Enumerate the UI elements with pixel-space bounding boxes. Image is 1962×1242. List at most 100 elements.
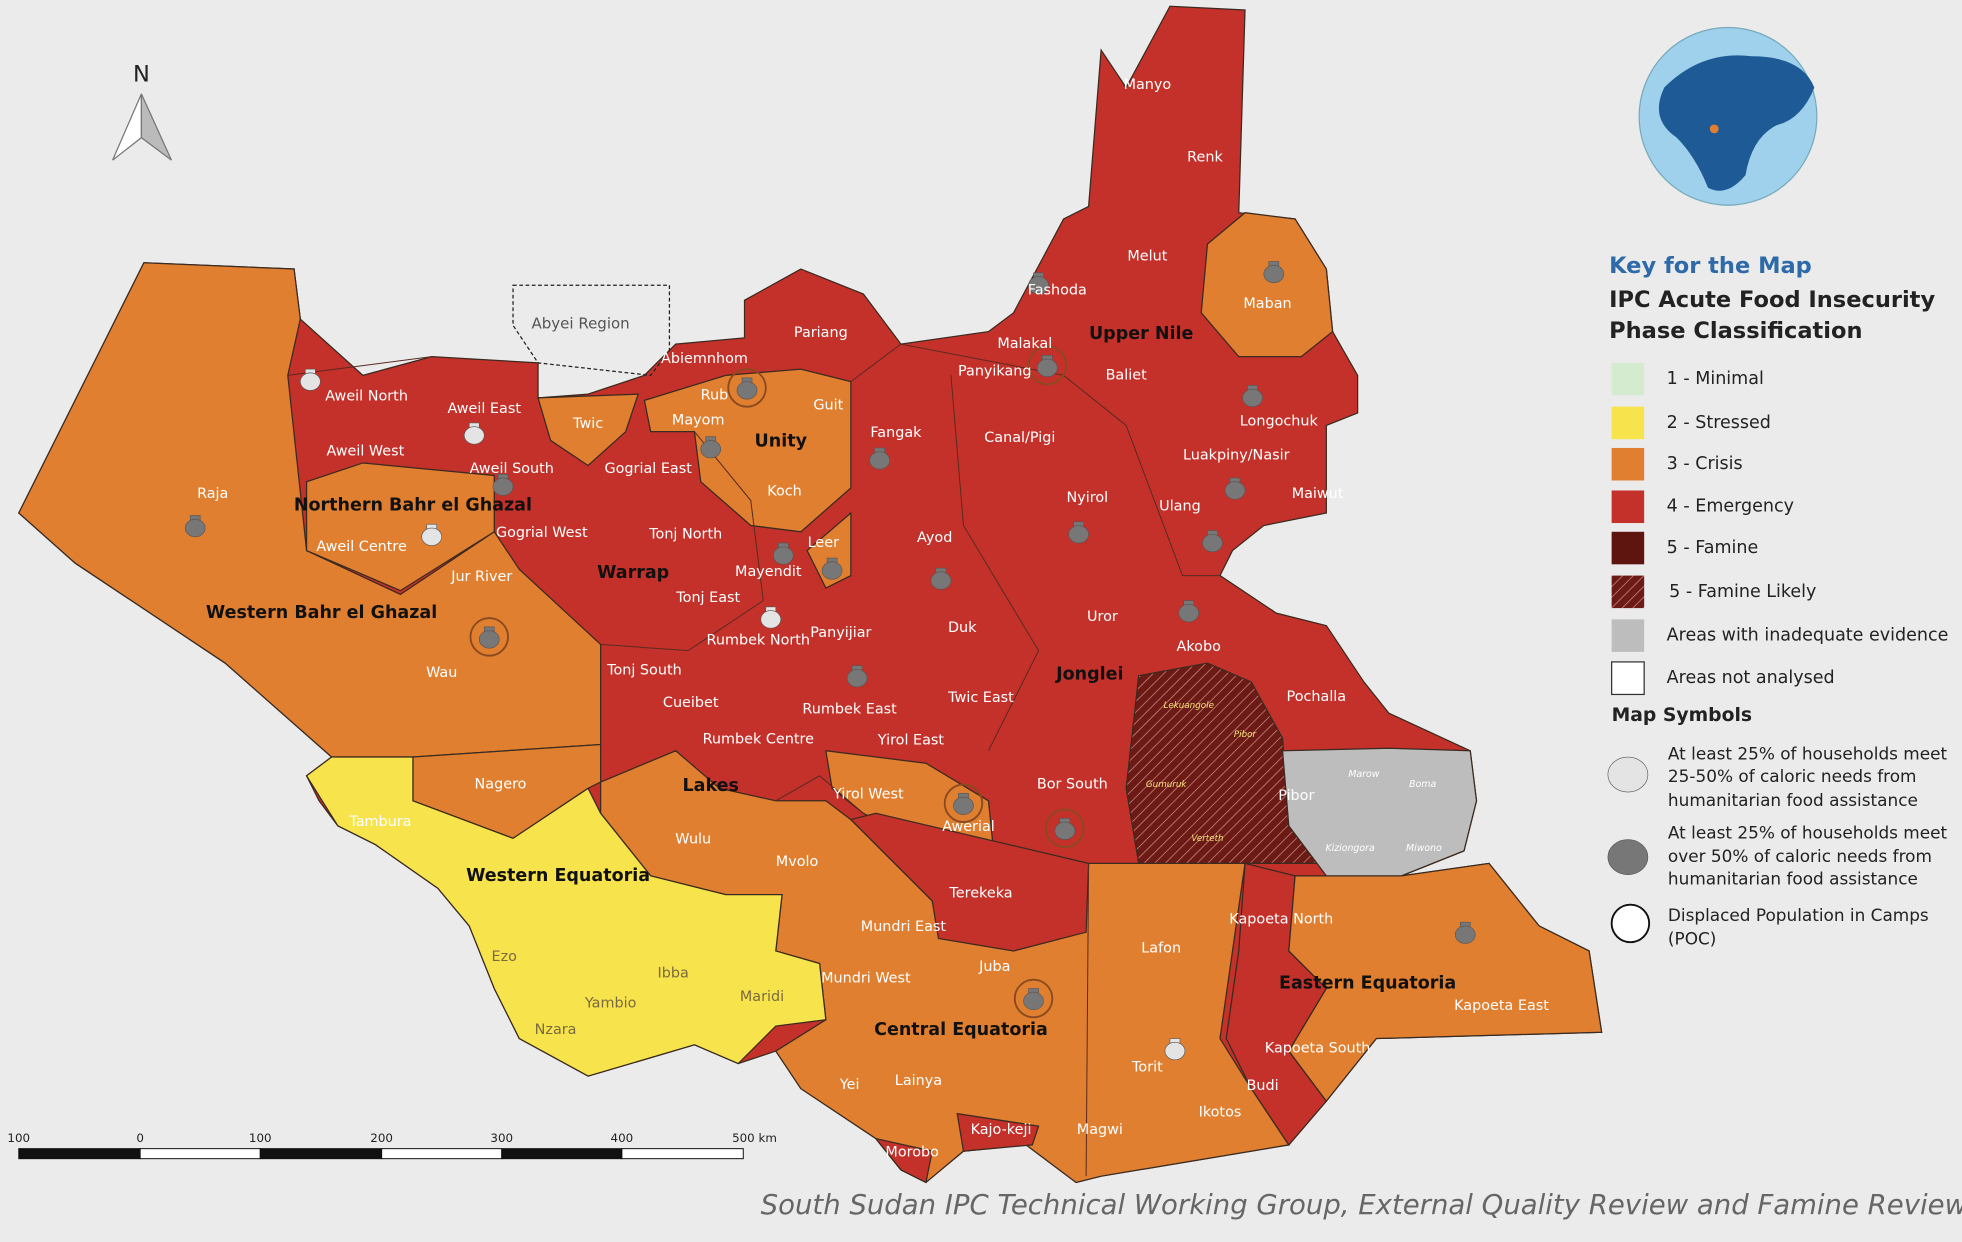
bag [1224,481,1246,500]
county-label: Yambio [584,996,637,1012]
bag [1054,821,1076,840]
bag [1607,756,1649,793]
bag [1202,533,1223,553]
county-label: Mvolo [776,854,819,870]
county-label: Uror [1087,609,1118,625]
county-label: Maban [1243,296,1291,312]
county-label: Ibba [658,965,689,981]
county-label: Raja [197,486,228,502]
symbol-label: At least 25% of households meet [1668,822,1948,842]
state-label: Western Bahr el Ghazal [206,603,437,623]
county-label: Pariang [794,325,848,341]
county-label: Aweil South [470,461,554,477]
scale-label: 100 [7,1131,30,1145]
county-label: Ulang [1159,499,1201,515]
county-label: Panyijiar [810,625,871,641]
bag [930,571,952,590]
county-label: Maiwut [1292,486,1344,502]
scale-segment [381,1148,503,1160]
unity-crisis [643,368,852,533]
county-label: Twic [572,416,603,432]
bag [492,477,514,496]
pibor-subarea-label: Kiziongora [1325,843,1374,854]
legend-label: 5 - Famine [1667,538,1759,558]
county-label: Mayendit [735,564,802,580]
county-label: Nagero [475,777,527,793]
state-label: Eastern Equatoria [1279,973,1456,993]
bag [421,527,443,546]
bag [772,546,794,565]
county-label: Rumbek East [802,701,897,717]
pibor-subarea-label: Marow [1348,769,1379,780]
county-label: Rub [701,387,729,403]
scale-segment [501,1148,623,1160]
symbol-label: over 50% of caloric needs from [1668,846,1932,866]
state-label: Unity [755,432,808,452]
county-label: Renk [1187,150,1223,166]
labels: N Abyei Region Upper Nile Unity Northern Bah… [7,62,1962,1222]
county-label: Yirol West [832,787,904,803]
bag [1068,525,1089,544]
state-label: Western Equatoria [466,866,650,886]
maban [1200,212,1334,358]
county-label: Torit [1131,1059,1163,1075]
bag [1028,276,1049,295]
county-label: Yirol East [877,733,945,749]
state-label: Central Equatoria [874,1020,1048,1040]
county-label: Aweil Centre [316,539,407,555]
county-label: Tonj North [648,526,722,542]
morobo [874,1137,933,1184]
bag [300,372,321,391]
county-label: Manyo [1124,77,1172,93]
county-label: Magwi [1077,1122,1123,1138]
county-label: Wau [426,665,457,681]
county-label: Guit [813,397,843,413]
bag [463,426,485,445]
bag [953,796,974,815]
county-label: Nyirol [1067,490,1109,506]
county-label: Morobo [885,1144,939,1160]
legend-swatch [1611,362,1645,396]
state-label: Jonglei [1055,664,1123,684]
legend-swatch [1611,619,1645,652]
scale-label: 200 [370,1131,393,1145]
bag [184,518,206,538]
compass-right [140,93,173,161]
abyei-label: Abyei Region [532,315,630,333]
border [850,343,1220,577]
legend-swatch [1611,531,1645,565]
abyei-region [512,284,671,377]
bag [821,561,843,580]
state-label: Warrap [597,563,669,583]
county-label: Mayom [672,412,725,428]
famine-area-label: Pibor [1234,730,1258,740]
globe-land [1658,55,1815,191]
county-label: Malakal [997,336,1052,352]
county-label: Wulu [675,832,711,848]
county-label: Kapoeta East [1454,998,1549,1014]
county-label: Twic East [947,690,1014,706]
camp-circle [943,783,984,824]
county-label: Rumbek Centre [703,731,815,747]
county-label: Rumbek North [707,633,811,649]
county-label: Baliet [1106,367,1148,383]
county-label: Panyikang [958,364,1032,380]
pibor-subarea-label: Boma [1409,779,1436,790]
scale-label: 300 [490,1131,513,1145]
border [600,600,764,652]
scale-segment [139,1148,261,1160]
symbol-label: humanitarian food assistance [1668,869,1918,889]
legend-swatch [1611,575,1645,609]
pibor-subarea-label: Miwono [1406,843,1442,854]
county-label: Budi [1246,1078,1278,1094]
border [775,775,864,814]
legend-label: Areas not analysed [1667,668,1835,688]
symbol-label: At least 25% of households meet [1668,744,1948,764]
bag [1263,264,1285,284]
symbols-heading: Map Symbols [1612,705,1752,726]
aweil-centre [305,462,495,592]
legend-label: Areas with inadequate evidence [1667,626,1949,646]
state-label: Upper Nile [1089,324,1193,344]
